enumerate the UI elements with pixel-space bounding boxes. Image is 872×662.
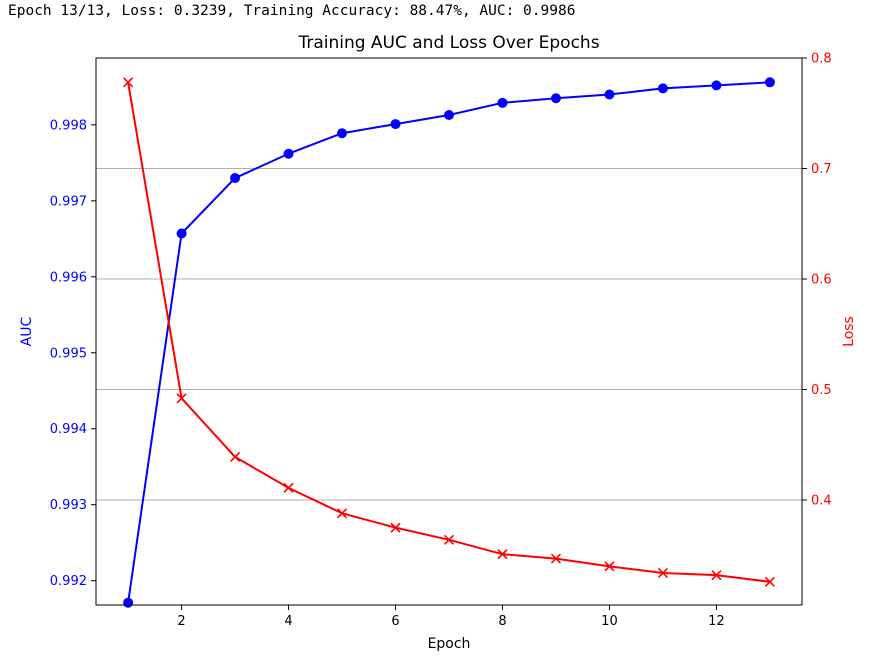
auc-point [176,228,187,239]
y-left-axis-title: AUC [19,316,35,346]
loss-point [764,576,775,587]
auc-point [550,93,561,104]
loss-point-stroke [336,508,348,519]
x-tick-label: 12 [708,614,725,629]
auc-point [764,77,775,88]
x-tick-label: 2 [177,614,185,629]
loss-point [229,451,241,462]
loss-point [283,482,294,493]
loss-point [604,561,615,572]
loss-point [123,77,134,88]
chart-title: Training AUC and Loss Over Epochs [297,33,599,53]
y-left-tick-label: 0.998 [50,118,87,133]
auc-point [283,148,294,159]
loss-point-stroke [764,576,775,587]
y-right-tick-label: 0.4 [811,494,832,509]
auc-point [497,97,508,108]
auc-point [444,109,454,120]
x-tick-label: 4 [284,614,292,629]
loss-point-stroke [550,553,562,564]
loss-point-stroke [604,561,615,572]
loss-point [497,549,508,560]
x-tick-label: 8 [498,614,506,629]
auc-point [657,83,668,94]
x-axis-title: Epoch [428,636,471,652]
auc-point [604,89,615,100]
y-left-tick-label: 0.992 [50,574,87,589]
loss-point-stroke [283,482,294,493]
loss-point-stroke [657,567,669,579]
axes-frame [95,57,803,606]
auc-point [230,173,241,184]
loss-line [127,82,771,583]
loss-point-stroke [711,570,722,581]
auc-point [123,597,134,608]
y-right-tick-label: 0.7 [811,162,832,177]
tick-layer: 2 4 6 8 10 12 0.992 0.993 0.994 0.995 0.996 0.997 0.… [50,52,832,630]
auc-line [127,81,770,603]
console-output-line: Epoch 13/13, Loss: 0.3239, Training Accu… [8,3,576,19]
loss-point [176,393,187,404]
loss-point-stroke [497,549,508,560]
x-tick-label: 6 [391,614,399,629]
y-right-tick-label: 0.5 [811,383,832,398]
loss-point [657,567,669,579]
loss-point-stroke [390,522,401,533]
loss-point-stroke [123,77,134,88]
loss-point-stroke [443,534,455,545]
loss-point-stroke [176,393,187,404]
loss-point [443,534,455,545]
loss-point [336,508,348,519]
auc-point [390,119,401,130]
y-left-tick-label: 0.997 [50,194,87,209]
loss-point-stroke [229,451,241,462]
loss-point [550,553,562,564]
y-right-tick-label: 0.8 [811,52,832,67]
y-right-axis-title: Loss [841,316,857,347]
grid-lines [96,168,802,501]
x-tick-label: 10 [601,614,618,629]
y-left-tick-label: 0.993 [50,498,87,513]
y-left-tick-label: 0.995 [50,346,87,361]
auc-point [711,80,722,91]
y-left-tick-label: 0.994 [50,422,87,437]
loss-point [390,522,401,533]
plot-frame [95,57,803,606]
series-layer [123,77,775,608]
auc-point [337,128,348,139]
y-left-tick-label: 0.996 [50,270,87,285]
y-right-tick-label: 0.6 [811,273,832,288]
loss-point [711,570,722,581]
